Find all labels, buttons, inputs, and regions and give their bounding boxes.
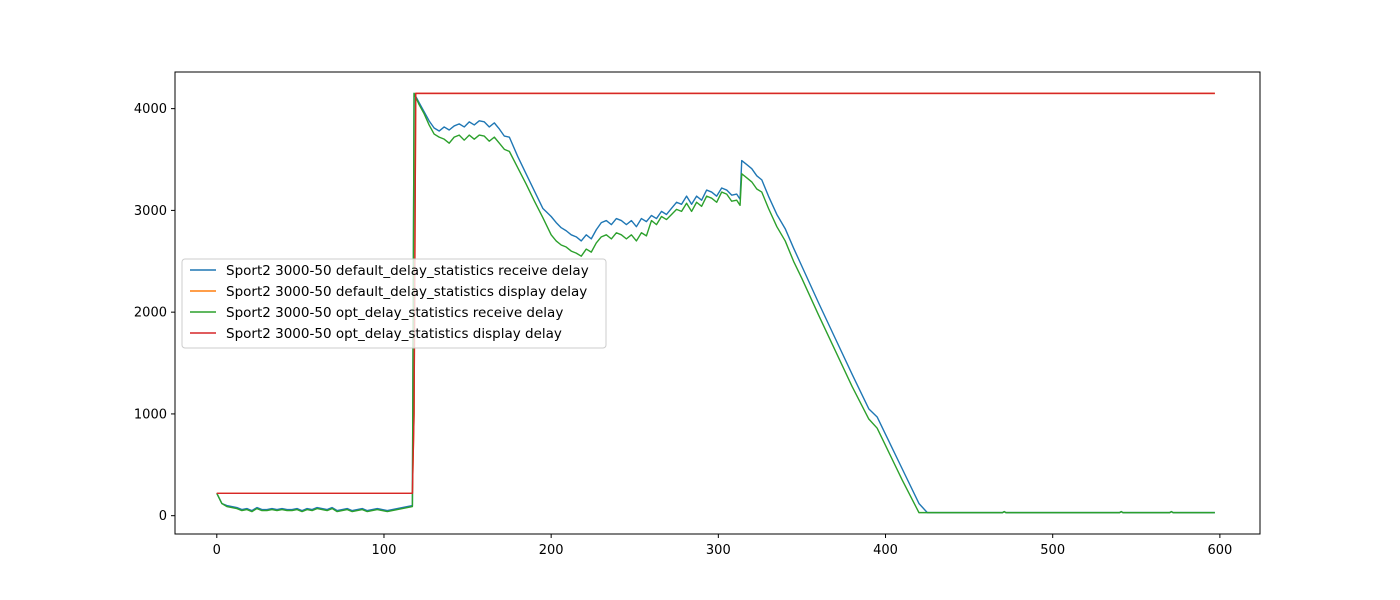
x-axis: 0 100 200 300 400 500 600 — [213, 534, 1232, 558]
legend-entry-1: Sport2 3000-50 default_delay_statistics … — [226, 263, 589, 279]
y-tick-label: 2000 — [134, 306, 167, 321]
series-line-1 — [216, 92, 1215, 514]
legend: Sport2 3000-50 default_delay_statistics … — [181, 258, 607, 349]
series-line-3 — [216, 92, 1215, 514]
x-tick-label: 200 — [539, 543, 564, 558]
legend-entry-3: Sport2 3000-50 opt_delay_statistics rece… — [226, 305, 563, 321]
y-axis: 0 1000 2000 3000 4000 — [134, 102, 175, 524]
y-tick-label: 0 — [159, 509, 167, 524]
series-line-4 — [216, 92, 1215, 494]
legend-entry-4: Sport2 3000-50 opt_delay_statistics disp… — [226, 326, 562, 342]
y-tick-label: 4000 — [134, 102, 167, 117]
y-tick-label: 3000 — [134, 204, 167, 219]
plot-series — [216, 92, 1215, 514]
axes-frame — [174, 71, 1261, 535]
x-tick-label: 500 — [1040, 543, 1065, 558]
x-tick-label: 0 — [213, 543, 221, 558]
x-tick-label: 400 — [873, 543, 898, 558]
legend-entry-2: Sport2 3000-50 default_delay_statistics … — [226, 284, 587, 300]
y-tick-label: 1000 — [134, 407, 167, 422]
x-tick-label: 100 — [372, 543, 397, 558]
legend-box — [181, 258, 607, 349]
x-tick-label: 600 — [1207, 543, 1232, 558]
x-tick-label: 300 — [706, 543, 731, 558]
